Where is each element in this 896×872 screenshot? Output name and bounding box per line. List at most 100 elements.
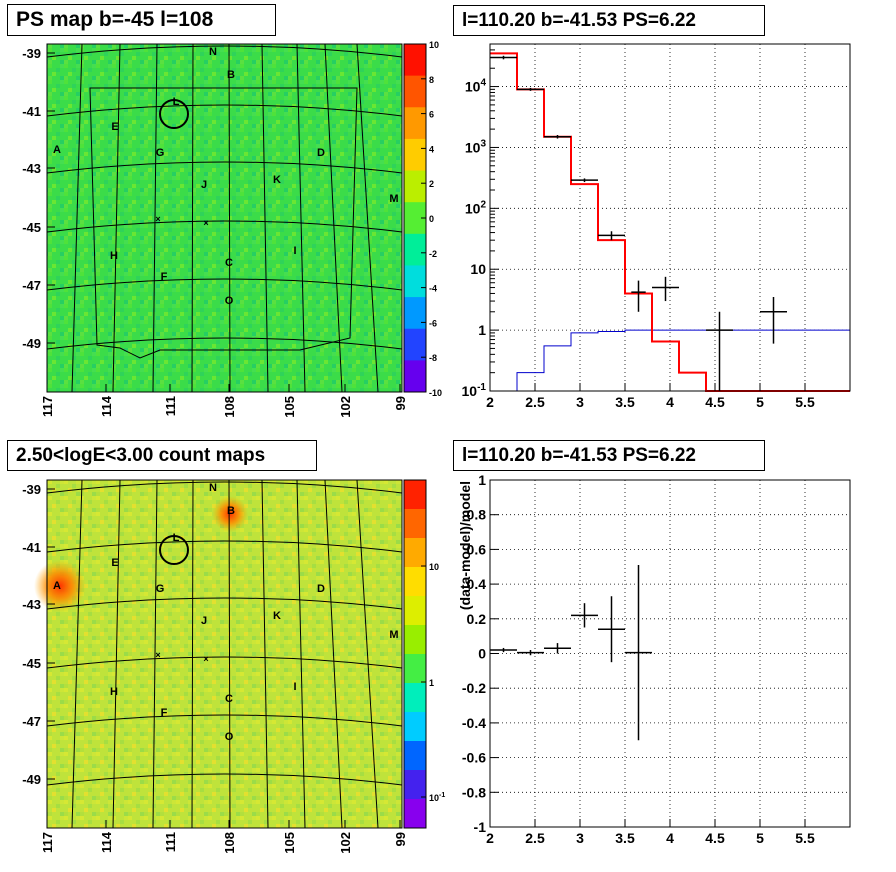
x-tick-label: 3.5 bbox=[615, 394, 635, 410]
background-model-line bbox=[516, 329, 850, 391]
roi-outline bbox=[89, 87, 358, 359]
data-point bbox=[571, 178, 598, 183]
map-bottom-title: 2.50<logE<3.00 count maps bbox=[7, 440, 317, 471]
source-label-i: I bbox=[293, 245, 296, 257]
y-tick-label: -0.2 bbox=[462, 680, 486, 696]
colorbar-top-label: 0 bbox=[429, 214, 434, 224]
x-tick-label: 2 bbox=[486, 394, 494, 410]
y-tick-label: 0.8 bbox=[467, 507, 487, 523]
x-tick-label: 4.5 bbox=[705, 830, 725, 846]
lat-tick-label: -49 bbox=[22, 772, 41, 787]
source-label-o: O bbox=[225, 731, 234, 743]
y-tick-label: 1 bbox=[478, 472, 486, 488]
data-point bbox=[544, 135, 571, 139]
map-frame bbox=[46, 43, 403, 393]
x-tick-label: 2 bbox=[486, 830, 494, 846]
lat-tick-label: -47 bbox=[22, 714, 41, 729]
y-tick-label: -1 bbox=[474, 819, 487, 835]
lon-tick-label: 108 bbox=[222, 396, 237, 418]
colorbar-top-segment bbox=[404, 44, 426, 77]
lon-tick-label: 99 bbox=[393, 832, 408, 846]
source-label-m: M bbox=[389, 193, 398, 205]
lon-tick-label: 111 bbox=[163, 396, 178, 416]
y-tick-label: -0.8 bbox=[462, 784, 486, 800]
source-label-a: A bbox=[53, 580, 61, 592]
lon-tick-label: 114 bbox=[99, 831, 114, 853]
latitude-line bbox=[46, 481, 403, 494]
colorbar-bottom-segment bbox=[404, 683, 426, 713]
source-label-l: L bbox=[173, 96, 180, 108]
lat-tick-label: -41 bbox=[22, 540, 41, 555]
x-tick-label: 4 bbox=[666, 394, 674, 410]
source-label-o: O bbox=[225, 295, 234, 307]
colorbar-top-label: -10 bbox=[429, 388, 442, 398]
source-label-c: C bbox=[225, 693, 233, 705]
x-tick-label: 5 bbox=[756, 394, 764, 410]
latitude-line bbox=[46, 540, 403, 553]
source-label-a: A bbox=[53, 144, 61, 156]
lon-tick-label: 117 bbox=[40, 396, 55, 417]
y-tick-label: 104 bbox=[465, 78, 487, 95]
latitude-line bbox=[46, 597, 403, 610]
lon-tick-label: 114 bbox=[99, 395, 114, 417]
lat-tick-label: -41 bbox=[22, 104, 41, 119]
lon-tick-label: 102 bbox=[338, 832, 353, 854]
colorbar-top-segment bbox=[404, 138, 426, 172]
lon-tick-label: 99 bbox=[393, 396, 408, 410]
colorbar-bottom-label: 1 bbox=[429, 678, 434, 688]
residual-title: l=110.20 b=-41.53 PS=6.22 bbox=[453, 440, 765, 471]
x-tick-label: 5 bbox=[756, 830, 764, 846]
latitude-line bbox=[46, 337, 403, 350]
colorbar-top-segment bbox=[404, 233, 426, 266]
source-label-j: J bbox=[201, 615, 207, 627]
y-tick-label: 0 bbox=[478, 646, 486, 662]
x-tick-label: 5.5 bbox=[795, 830, 815, 846]
source-label-e: E bbox=[111, 121, 118, 133]
longitude-line bbox=[152, 479, 158, 829]
colorbar-bottom-segment bbox=[404, 480, 426, 510]
longitude-line bbox=[191, 479, 194, 829]
lon-tick-label: 105 bbox=[282, 832, 297, 854]
source-label-e: E bbox=[111, 557, 118, 569]
residual-point bbox=[544, 643, 571, 654]
map-top-title: PS map b=-45 l=108 bbox=[7, 4, 276, 36]
x-tick-label: 2.5 bbox=[525, 394, 545, 410]
residual-point bbox=[490, 647, 517, 653]
latitude-line bbox=[46, 714, 403, 727]
y-tick-label: 0.4 bbox=[467, 576, 487, 592]
lon-tick-label: 117 bbox=[40, 832, 55, 853]
longitude-line bbox=[296, 43, 306, 393]
colorbar-top-label: 2 bbox=[429, 179, 434, 189]
cross-marker: × bbox=[155, 214, 160, 224]
colorbar-top-segment bbox=[404, 265, 426, 298]
source-label-c: C bbox=[225, 257, 233, 269]
residual-plot: 2 2.5 3 3.5 4 4.5 5 5.5 1 0.8 0.6 0.4 0.2 0 -0.2 -0.4 -0… bbox=[457, 472, 851, 846]
y-tick-label: 1 bbox=[478, 322, 486, 338]
colorbar-bottom-segment bbox=[404, 509, 426, 539]
cross-marker: × bbox=[203, 654, 208, 664]
longitude-line bbox=[261, 43, 269, 393]
latitude-line bbox=[46, 656, 403, 669]
lat-tick-label: -49 bbox=[22, 336, 41, 351]
y-tick-label: 103 bbox=[465, 138, 487, 155]
source-label-j: J bbox=[201, 179, 207, 191]
y-tick-label: 102 bbox=[465, 199, 487, 216]
longitude-line bbox=[71, 479, 83, 829]
lon-tick-label: 111 bbox=[163, 832, 178, 852]
lon-tick-label: 102 bbox=[338, 396, 353, 418]
x-tick-label: 3 bbox=[576, 394, 584, 410]
residual-point bbox=[517, 650, 544, 656]
source-b-excess bbox=[212, 496, 248, 532]
residual-ylabel: (data-model)/model bbox=[457, 481, 473, 610]
longitude-line bbox=[356, 479, 379, 829]
ps-map-top: × × NB L E A G D J K M H C I F O -39 -41 -43 -45 -47 -49 117 11… bbox=[22, 40, 442, 418]
longitude-line bbox=[152, 43, 158, 393]
spectrum-title: l=110.20 b=-41.53 PS=6.22 bbox=[453, 5, 765, 36]
source-label-l: L bbox=[173, 532, 180, 544]
colorbar-bottom-segment bbox=[404, 625, 426, 655]
colorbar-top-segment bbox=[404, 75, 426, 108]
residual-point bbox=[571, 603, 598, 628]
lat-tick-label: -47 bbox=[22, 278, 41, 293]
colorbar-top-label: 6 bbox=[429, 110, 434, 120]
